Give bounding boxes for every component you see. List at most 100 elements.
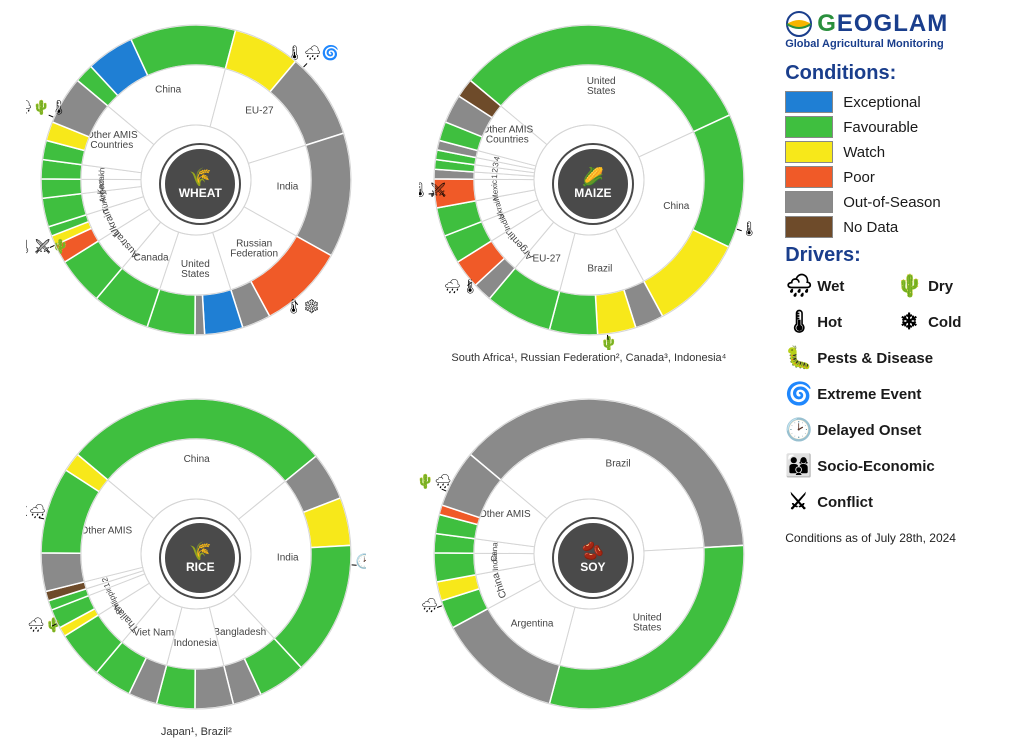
condition-exceptional: Exceptional — [785, 91, 1001, 113]
drivers-list: 🌧 Wet 🌵 Dry 🌡Hot❄ Cold 🐛Pests & Disease 🌀Extrem… — [785, 273, 1001, 515]
condition-label: Poor — [843, 169, 875, 186]
condition-favourable: Favourable — [785, 116, 1001, 138]
footnote-rice: Japan¹, Brazil² — [161, 726, 232, 738]
country-label: Other AMISCountries — [481, 125, 533, 146]
driver-glyphs: 🌡🌧🌀 — [286, 44, 339, 62]
driver-label: Wet — [817, 278, 844, 295]
swatch — [785, 191, 833, 213]
driver-delayed-onset: 🕑 Delayed Onset — [785, 417, 1001, 443]
chart-cell-rice: ChinaIndia🕑BangladeshIndonesiaViet NamTh… — [10, 384, 383, 738]
country-label: UnitedStates — [587, 76, 616, 97]
condition-label: Exceptional — [843, 94, 921, 111]
maize-icon: 🌽 — [582, 168, 604, 186]
soy-title: SOY — [580, 560, 605, 574]
country-label: India — [277, 552, 299, 563]
country-label: Indonesia — [174, 638, 218, 649]
country-label: EU-27 — [246, 105, 275, 116]
driver-extreme-event: 🌀Extreme Event — [785, 381, 1001, 407]
driver-wet: 🌧 Wet — [785, 273, 890, 299]
country-label: Other AMIS — [479, 509, 531, 520]
condition-watch: Watch — [785, 141, 1001, 163]
driver-glyphs: 🌧🌵 — [28, 617, 63, 634]
driver-glyphs: 🌡❄ — [285, 298, 321, 314]
center-hub-rice: 🌾 RICE — [161, 519, 239, 597]
condition-no-data: No Data — [785, 216, 1001, 238]
country-label: UnitedStates — [633, 612, 662, 633]
driver-icon: ⚔ — [785, 489, 811, 515]
driver-pests-disease: 🐛Pests & Disease — [785, 345, 1001, 371]
driver-pointer — [304, 63, 307, 67]
country-label: Brazil — [587, 263, 612, 274]
driver-socio-economic: 👨‍👩‍👦Socio-Economic — [785, 453, 1001, 479]
condition-label: Favourable — [843, 119, 918, 136]
maize-title: MAIZE — [574, 186, 611, 200]
driver-label: Cold — [928, 314, 961, 331]
driver-label: Hot — [817, 314, 842, 331]
footnote-maize: South Africa¹, Russian Federation², Cana… — [451, 352, 726, 364]
globe-icon — [785, 10, 813, 38]
donut-wrap-maize: UnitedStatesChina🌡Brazil🌵EU-27Argentina🌧… — [419, 10, 759, 350]
driver-glyphs: 🕑 — [356, 553, 366, 570]
country-label: China — [663, 201, 690, 212]
wheat-title: WHEAT — [179, 186, 222, 200]
driver-cold: ❄ Cold — [896, 309, 1001, 335]
legend-panel: GEOGLAM Global Agricultural Monitoring C… — [775, 10, 1001, 738]
driver-icon: 🌧 — [785, 273, 811, 299]
driver-pointer — [49, 115, 54, 117]
donut-wrap-rice: ChinaIndia🕑BangladeshIndonesiaViet NamTh… — [26, 384, 366, 724]
country-label: Brazil — [605, 459, 630, 470]
driver-label: Dry — [928, 278, 953, 295]
driver-hot: 🌡Hot — [785, 309, 890, 335]
driver-icon: 👨‍👩‍👦 — [785, 453, 811, 479]
condition-label: Out-of-Season — [843, 194, 941, 211]
swatch — [785, 116, 833, 138]
swatch — [785, 141, 833, 163]
driver-glyphs: 🌧 — [421, 597, 439, 613]
conditions-list: Exceptional Favourable Watch Poor Out-of-Sea… — [785, 91, 1001, 238]
swatch — [785, 166, 833, 188]
driver-icon: 🐛 — [785, 345, 811, 371]
condition-out-of-season: Out-of-Season — [785, 191, 1001, 213]
country-label: UnitedStates — [181, 259, 210, 280]
driver-glyphs: 🌵🌧 — [419, 473, 452, 490]
page: ChinaEU-27🌡🌧🌀IndiaRussianFederation🌡❄Uni… — [10, 10, 1001, 738]
charts-grid: China EU-27 🌡🌧🌀 India RussianFederation 🌡❄ Uni… — [10, 10, 775, 738]
condition-poor: Poor — [785, 166, 1001, 188]
driver-glyphs: 🌧🌡 — [444, 278, 480, 294]
chart-cell-wheat: ChinaEU-27🌡🌧🌀IndiaRussianFederation🌡❄Uni… — [10, 10, 383, 364]
condition-label: No Data — [843, 219, 898, 236]
driver-label: Conflict — [817, 494, 873, 511]
swatch — [785, 91, 833, 113]
chart-cell-soy: BrazilUnitedStatesArgentinaChina🌧IndiaCa… — [403, 384, 776, 738]
driver-glyphs: ⚔🌧 — [26, 503, 46, 519]
logo-subtitle: Global Agricultural Monitoring — [785, 38, 1001, 50]
country-label: Other AMIS — [81, 525, 133, 536]
soy-icon: 🫘 — [582, 542, 604, 560]
center-hub-wheat: 🌾 WHEAT — [161, 145, 239, 223]
swatch — [785, 216, 833, 238]
donut-wrap-wheat: ChinaEU-27🌡🌧🌀IndiaRussianFederation🌡❄Uni… — [26, 10, 366, 350]
country-label: EU-27 — [532, 254, 561, 265]
condition-label: Watch — [843, 144, 885, 161]
country-label: Bangladesh — [214, 627, 267, 638]
center-hub-soy: 🫘 SOY — [554, 519, 632, 597]
donut-wrap-soy: BrazilUnitedStatesArgentinaChina🌧IndiaCa… — [419, 384, 759, 724]
country-label: RussianFederation — [231, 238, 279, 259]
driver-icon: 🌵 — [896, 273, 922, 299]
country-label: Argentina — [511, 618, 554, 629]
driver-icon: 🕑 — [785, 417, 811, 443]
country-label: China — [155, 84, 182, 95]
driver-glyphs: 🌡 — [740, 220, 758, 236]
rice-icon: 🌾 — [189, 542, 211, 560]
driver-icon: 🌀 — [785, 381, 811, 407]
driver-glyphs: 🌧🌵🌡 — [26, 99, 68, 116]
wheat-icon: 🌾 — [189, 168, 211, 186]
rice-title: RICE — [186, 560, 215, 574]
asof-text: Conditions as of July 28th, 2024 — [785, 531, 1001, 545]
driver-icon: ❄ — [896, 309, 922, 335]
drivers-heading: Drivers: — [785, 244, 1001, 267]
driver-pointer — [442, 489, 447, 491]
country-label: Other AMISCountries — [86, 130, 138, 151]
logo-row: GEOGLAM — [785, 10, 1001, 38]
driver-label: Delayed Onset — [817, 422, 921, 439]
